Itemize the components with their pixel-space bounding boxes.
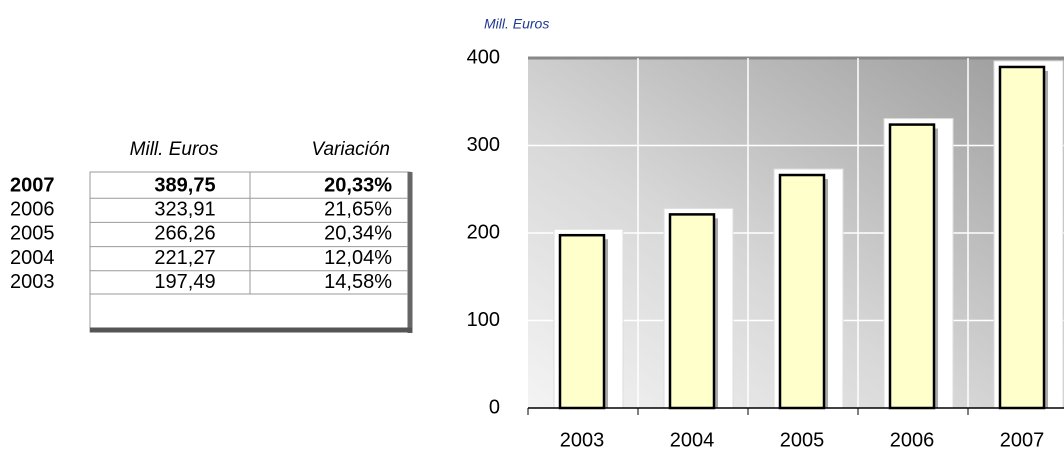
cell: 197,49	[154, 271, 215, 293]
cell: 14,58%	[324, 271, 392, 293]
bar	[668, 213, 716, 410]
row-year: 2003	[10, 271, 55, 293]
axis-label: Mill. Euros	[484, 16, 549, 32]
x-tick-label: 2007	[1000, 429, 1045, 451]
y-tick-label: 300	[467, 134, 500, 156]
cell: 20,34%	[324, 223, 392, 245]
x-tick-label: 2004	[670, 429, 715, 451]
column-header: Mill. Euros	[130, 139, 219, 160]
bar	[888, 123, 936, 410]
cell: 221,27	[154, 247, 215, 269]
bar	[778, 173, 826, 410]
chart: Mill. Euros 0 100 200 300 400 2003 2004 2005 200…	[467, 16, 1064, 451]
cell: 266,26	[154, 223, 215, 245]
cell: 389,75	[154, 174, 215, 196]
row-year: 2007	[10, 174, 55, 196]
table: Mill. Euros Variación 2007 389,75 20,33% 2006…	[10, 139, 413, 333]
bar	[558, 233, 606, 410]
y-tick-label: 200	[467, 221, 500, 243]
row-year: 2006	[10, 198, 55, 220]
cell: 20,33%	[324, 174, 392, 196]
x-tick-label: 2005	[780, 429, 825, 451]
x-tick-label: 2006	[890, 429, 935, 451]
y-tick-label: 0	[489, 396, 500, 418]
cell: 12,04%	[324, 247, 392, 269]
row-year: 2005	[10, 223, 55, 245]
cell: 21,65%	[324, 198, 392, 220]
x-tick-label: 2003	[560, 429, 605, 451]
y-tick-label: 400	[467, 46, 500, 68]
y-tick-label: 100	[467, 309, 500, 331]
column-header: Variación	[311, 139, 390, 160]
row-year: 2004	[10, 247, 55, 269]
bar	[998, 65, 1046, 410]
cell: 323,91	[154, 198, 215, 220]
